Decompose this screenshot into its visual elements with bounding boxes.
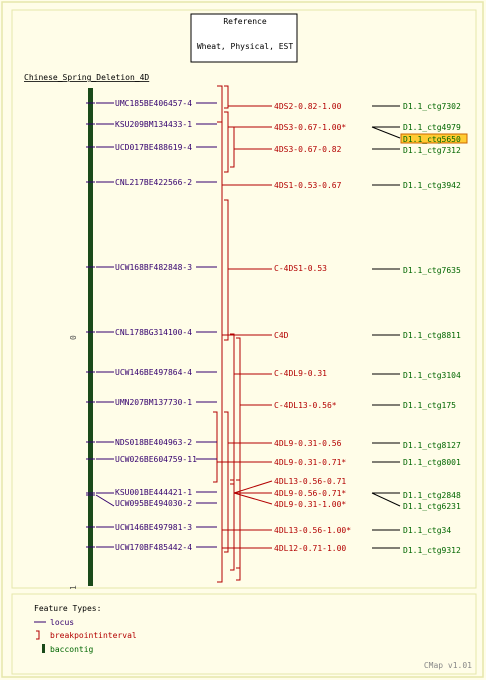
locus-label[interactable]: KSU209BM134433-1	[115, 120, 192, 129]
contig-label[interactable]: D1.1_ctg3104	[403, 371, 461, 380]
breakpoint-label[interactable]: 4DS2-0.82-1.00	[274, 102, 342, 111]
breakpoint-label[interactable]: C-4DL9-0.31	[274, 369, 327, 378]
breakpoint-label[interactable]: 4DL13-0.56-0.71	[274, 477, 346, 486]
reference-title: Reference	[223, 17, 267, 26]
legend-item-baccontig: baccontig	[50, 645, 94, 654]
locus-label[interactable]: CNL178BG314100-4	[115, 328, 192, 337]
breakpoint-brackets	[213, 85, 241, 583]
map-title[interactable]: Chinese_Spring_Deletion_4D	[24, 73, 149, 82]
contig-label[interactable]: D1.1_ctg8811	[403, 331, 461, 340]
reference-box	[190, 13, 298, 63]
breakpoint-label[interactable]: 4DL9-0.31-1.00*	[274, 500, 346, 509]
loci-group: UMC185BE406457-4 KSU209BM134433-1 UCD017BE…	[86, 99, 217, 552]
breakpoint-label[interactable]: 4DS3-0.67-1.00*	[274, 123, 346, 132]
locus-label[interactable]: UCW095BE494030-2	[115, 499, 192, 508]
legend-breakpoint-swatch	[36, 630, 40, 640]
contig-label[interactable]: D1.1_ctg34	[403, 526, 451, 535]
locus-label[interactable]: NDS018BE404963-2	[115, 438, 192, 447]
breakpoint-label[interactable]: 4DL9-0.31-0.71*	[274, 458, 346, 467]
legend-title: Feature Types:	[34, 604, 101, 613]
locus-label[interactable]: UCD017BE488619-4	[115, 143, 192, 152]
breakpoint-labels: 4DS2-0.82-1.00 4DS3-0.67-1.00* 4DS3-0.67-0…	[274, 102, 351, 553]
locus-label[interactable]: UCW168BF482848-3	[115, 263, 192, 272]
breakpoint-label[interactable]: 4DL13-0.56-1.00*	[274, 526, 351, 535]
breakpoint-label[interactable]: 4DL12-0.71-1.00	[274, 544, 346, 553]
bracket-connectors	[217, 105, 273, 549]
contig-label[interactable]: D1.1_ctg7312	[403, 146, 461, 155]
legend-item-breakpointinterval: breakpointinterval	[50, 631, 137, 640]
contig-label[interactable]: D1.1_ctg2848	[403, 491, 461, 500]
contig-label[interactable]: D1.1_ctg4979	[403, 123, 461, 132]
scale-start-label: 0	[69, 335, 78, 340]
breakpoint-label[interactable]: 4DS3-0.67-0.82	[274, 145, 342, 154]
contig-highlight-box	[400, 133, 468, 144]
footer-version: CMap v1.01	[424, 661, 472, 670]
contig-label[interactable]: D1.1_ctg175	[403, 401, 456, 410]
contig-connectors	[371, 105, 401, 549]
reference-subtitle: Wheat, Physical, EST	[197, 42, 294, 51]
contig-label[interactable]: D1.1_ctg7635	[403, 266, 461, 275]
map-panel-border	[11, 9, 477, 589]
contig-label-highlighted[interactable]: D1.1_ctg5650	[403, 135, 461, 144]
contig-labels: D1.1_ctg7302 D1.1_ctg4979 D1.1_ctg5650 D1.1…	[403, 102, 461, 555]
breakpoint-label[interactable]: C-4DS1-0.53	[274, 264, 327, 273]
breakpoint-label[interactable]: C-4DL13-0.56*	[274, 401, 337, 410]
breakpoint-label[interactable]: 4DL9-0.56-0.71*	[274, 489, 346, 498]
legend-baccontig-swatch	[42, 644, 45, 653]
locus-label[interactable]: UCW170BF485442-4	[115, 543, 192, 552]
scale-end-label: 1	[69, 585, 78, 590]
contig-label[interactable]: D1.1_ctg7302	[403, 102, 461, 111]
legend-item-locus: locus	[50, 618, 74, 627]
contig-label[interactable]: D1.1_ctg8001	[403, 458, 461, 467]
contig-label[interactable]: D1.1_ctg3942	[403, 181, 461, 190]
breakpoint-label[interactable]: 4DL9-0.31-0.56	[274, 439, 342, 448]
locus-label[interactable]: UMN207BM137730-1	[115, 398, 192, 407]
legend-panel-border	[11, 593, 477, 675]
locus-label[interactable]: UCW146BE497981-3	[115, 523, 192, 532]
locus-label[interactable]: UCW026BE604759-11	[115, 455, 197, 464]
locus-label[interactable]: CNL217BE422566-2	[115, 178, 192, 187]
locus-label[interactable]: UMC185BE406457-4	[115, 99, 192, 108]
contig-label[interactable]: D1.1_ctg8127	[403, 441, 461, 450]
contig-label[interactable]: D1.1_ctg9312	[403, 546, 461, 555]
locus-label[interactable]: UCW146BE497864-4	[115, 368, 192, 377]
breakpoint-label[interactable]: C4D	[274, 331, 289, 340]
breakpoint-label[interactable]: 4DS1-0.53-0.67	[274, 181, 342, 190]
locus-leader	[95, 494, 115, 507]
baccontig-backbone[interactable]	[88, 88, 93, 586]
contig-label[interactable]: D1.1_ctg6231	[403, 502, 461, 511]
locus-label[interactable]: KSU001BE444421-1	[115, 488, 192, 497]
